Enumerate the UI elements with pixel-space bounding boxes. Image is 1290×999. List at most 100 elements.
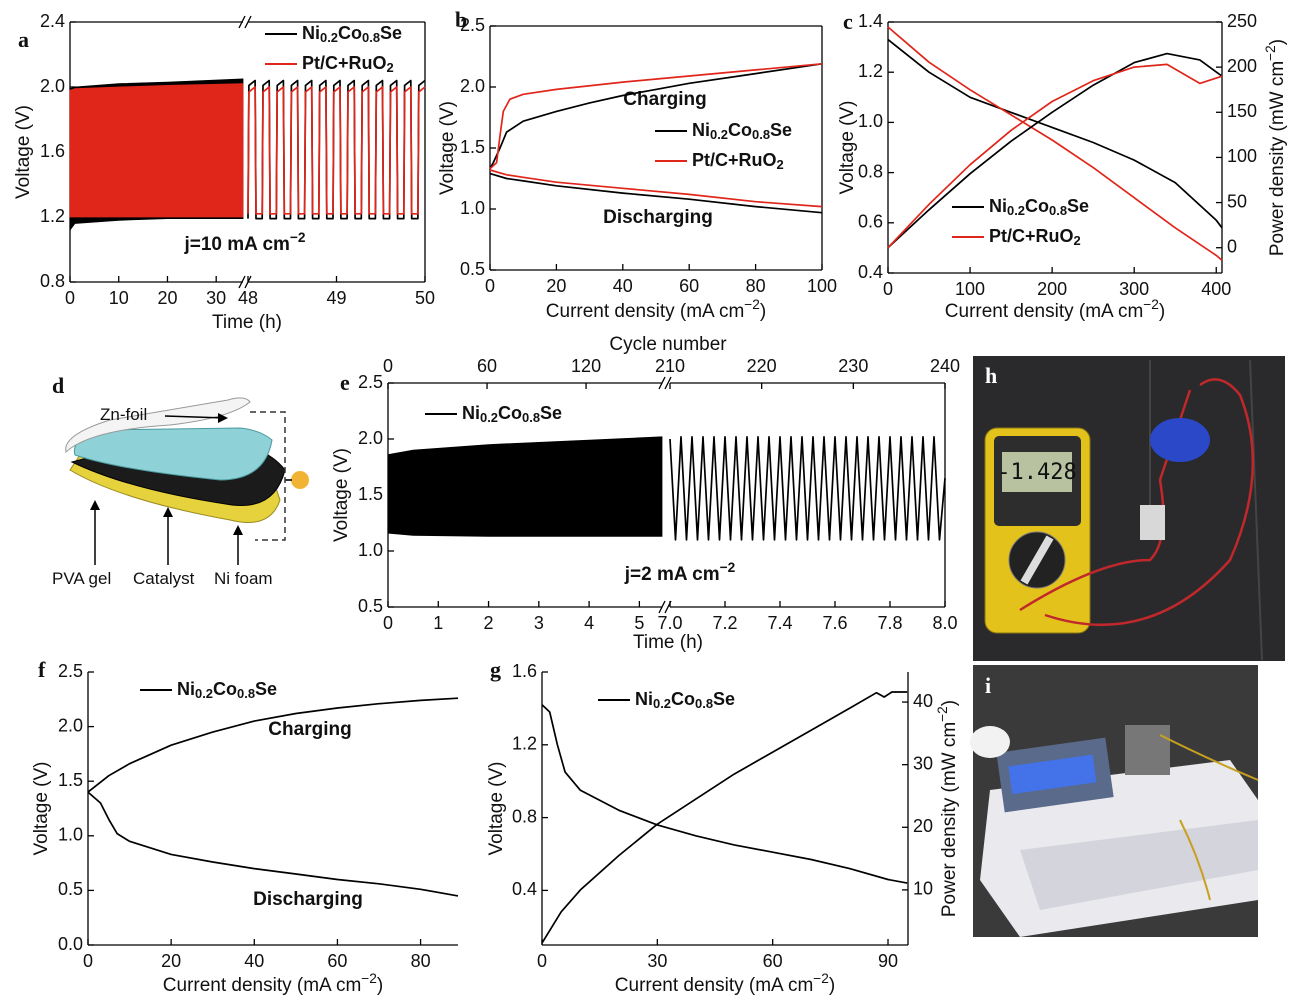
y-tick-label: 2.4 xyxy=(40,11,65,31)
x-tick-label: 7.2 xyxy=(712,613,737,633)
legend-label: Ni0.2Co0.8Se xyxy=(302,23,402,46)
legend-label: Ni0.2Co0.8Se xyxy=(989,196,1089,219)
x-axis-label: Time (h) xyxy=(212,312,282,333)
x-tick-label: 50 xyxy=(415,288,435,308)
legend-label: Ni0.2Co0.8Se xyxy=(177,679,277,702)
y-tick-label: 2.5 xyxy=(58,661,83,681)
x-tick-label: 200 xyxy=(1037,279,1067,299)
x2-tick-label: 210 xyxy=(655,356,685,376)
y-tick-label: 0.6 xyxy=(858,212,883,232)
y-axis-label: Voltage (V) xyxy=(837,101,858,195)
photo-led: i xyxy=(970,665,1259,937)
x-tick-label: 0 xyxy=(537,951,547,971)
y-tick-label: 1.2 xyxy=(40,206,65,226)
x-tick-label: 0 xyxy=(883,279,893,299)
x-axis-label: Current density (mA cm−2) xyxy=(546,297,766,322)
x-axis-label: Time (h) xyxy=(633,632,703,653)
y2-tick-label: 150 xyxy=(1227,101,1257,121)
x-tick-label: 80 xyxy=(411,951,431,971)
series-band xyxy=(387,436,663,537)
x-tick-label: 3 xyxy=(534,613,544,633)
x-tick-label: 0 xyxy=(485,276,495,296)
x-tick-label: 30 xyxy=(647,951,667,971)
y-tick-label: 1.0 xyxy=(58,825,83,845)
y-tick-label: 1.6 xyxy=(512,661,537,681)
y2-tick-label: 10 xyxy=(913,879,933,899)
legend-label: Ni0.2Co0.8Se xyxy=(462,403,562,426)
x-tick-label: 40 xyxy=(244,951,264,971)
panel-label: a xyxy=(18,27,29,52)
y-tick-label: 1.2 xyxy=(512,734,537,754)
series-line xyxy=(887,38,1223,229)
x-tick-label: 7.8 xyxy=(877,613,902,633)
x-tick-label: 60 xyxy=(327,951,347,971)
x-tick-label: 100 xyxy=(955,279,985,299)
x-tick-label: 90 xyxy=(878,951,898,971)
legend-label: Ni0.2Co0.8Se xyxy=(635,689,735,712)
y-tick-label: 1.2 xyxy=(858,61,883,81)
x-tick-label: 100 xyxy=(807,276,837,296)
series-line xyxy=(489,169,823,208)
x-tick-label: 48 xyxy=(238,288,258,308)
panel-label: e xyxy=(340,370,350,395)
x-tick-label: 7.6 xyxy=(822,613,847,633)
x-axis-label: Current density (mA cm−2) xyxy=(163,971,383,996)
series-line xyxy=(247,86,426,215)
x-tick-label: 49 xyxy=(326,288,346,308)
panel-label: c xyxy=(843,9,853,34)
series-line xyxy=(669,435,946,541)
x-tick-label: 0 xyxy=(383,613,393,633)
y-tick-label: 0.5 xyxy=(358,596,383,616)
y2-tick-label: 250 xyxy=(1227,11,1257,31)
x-tick-label: 80 xyxy=(746,276,766,296)
y-tick-label: 2.0 xyxy=(460,76,485,96)
y2-tick-label: 20 xyxy=(913,816,933,836)
diagram-label: Catalyst xyxy=(133,569,195,588)
panel-label: h xyxy=(985,363,997,388)
diagram-label: PVA gel xyxy=(52,569,111,588)
annotation: Charging xyxy=(268,719,351,740)
y-tick-label: 2.5 xyxy=(460,15,485,35)
annotation: Discharging xyxy=(253,889,363,910)
panel-label: f xyxy=(38,657,46,682)
x-tick-label: 30 xyxy=(206,288,226,308)
y-axis-label: Voltage (V) xyxy=(437,101,458,195)
y-tick-label: 0.5 xyxy=(460,259,485,279)
x-tick-label: 0 xyxy=(83,951,93,971)
series-line xyxy=(887,26,1223,262)
diagram-label: Zn-foil xyxy=(100,405,147,424)
panel-label: i xyxy=(985,673,991,698)
x-tick-label: 7.4 xyxy=(767,613,792,633)
annotation: Discharging xyxy=(603,207,713,228)
y2-tick-label: 40 xyxy=(913,691,933,711)
x-axis-label: Current density (mA cm−2) xyxy=(945,297,1165,322)
y-tick-label: 0.5 xyxy=(58,879,83,899)
y-tick-label: 1.5 xyxy=(358,484,383,504)
y-axis-label: Voltage (V) xyxy=(13,105,34,199)
x-tick-label: 8.0 xyxy=(932,613,957,633)
y-tick-label: 1.4 xyxy=(858,11,883,31)
x-tick-label: 40 xyxy=(613,276,633,296)
x-tick-label: 5 xyxy=(634,613,644,633)
y-axis-label: Voltage (V) xyxy=(31,762,52,856)
x-tick-label: 1 xyxy=(433,613,443,633)
series-line xyxy=(87,697,459,793)
x-tick-label: 60 xyxy=(763,951,783,971)
x-tick-label: 7.0 xyxy=(657,613,682,633)
y-tick-label: 1.0 xyxy=(460,198,485,218)
y-tick-label: 0.8 xyxy=(858,161,883,181)
series-line xyxy=(541,691,908,944)
series-line xyxy=(887,63,1223,249)
y-tick-label: 1.0 xyxy=(858,111,883,131)
y-tick-label: 2.0 xyxy=(58,715,83,735)
y-tick-label: 2.0 xyxy=(358,428,383,448)
y-tick-label: 1.5 xyxy=(58,770,83,790)
x-tick-label: 60 xyxy=(679,276,699,296)
panel-label: g xyxy=(490,657,501,682)
y-tick-label: 0.8 xyxy=(512,806,537,826)
legend-label: Pt/C+RuO2 xyxy=(692,150,784,173)
x-tick-label: 10 xyxy=(109,288,129,308)
y2-tick-label: 30 xyxy=(913,753,933,773)
x-tick-label: 0 xyxy=(65,288,75,308)
